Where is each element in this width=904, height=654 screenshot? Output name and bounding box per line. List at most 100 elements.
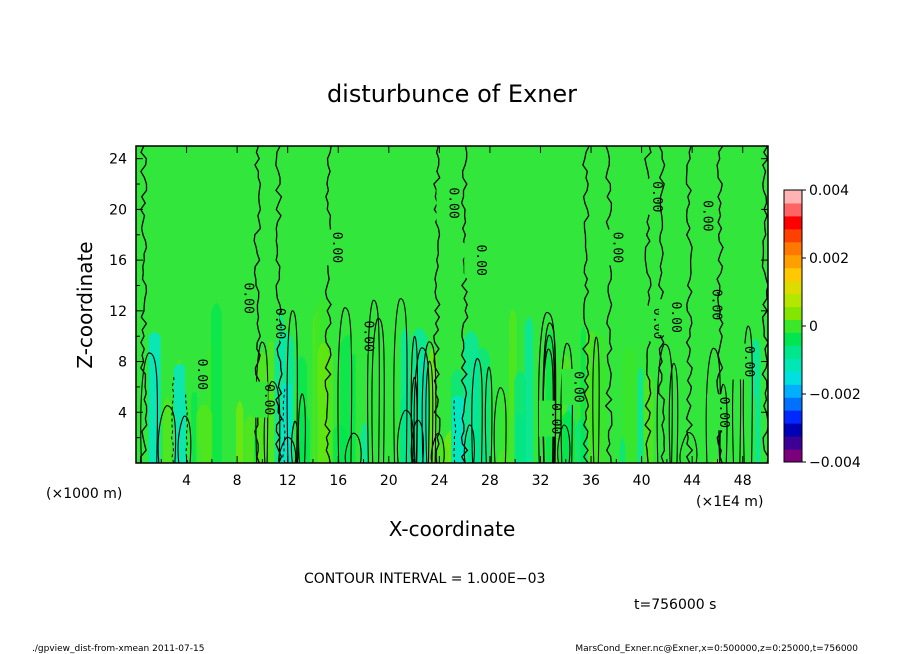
contour-loop bbox=[537, 311, 556, 463]
contour-label-bg bbox=[641, 305, 658, 342]
contour-loop bbox=[337, 307, 353, 463]
contour-loop bbox=[297, 393, 306, 463]
y-axis-ticks: 4 8 12 16 20 24 bbox=[109, 152, 768, 439]
contour-label: 0.00 bbox=[361, 321, 376, 352]
contour-label-bg bbox=[561, 368, 578, 405]
footer-right: MarsCond_Exner.nc@Exner,x=0:500000,z=0:2… bbox=[575, 644, 858, 654]
contour-label-bg bbox=[251, 381, 268, 418]
colorbar-ticks: 0.004 0.002 0 −0.002 −0.004 bbox=[802, 183, 861, 471]
contour-label-bg bbox=[436, 185, 453, 222]
contour-label: 0.00 bbox=[272, 308, 287, 339]
colorbar-swatch bbox=[784, 410, 802, 424]
field-streak bbox=[580, 326, 587, 463]
field-streak bbox=[524, 317, 534, 463]
contour-label-bg bbox=[690, 197, 707, 234]
contour-line bbox=[460, 146, 469, 463]
field-streak bbox=[589, 333, 608, 463]
field-streak bbox=[500, 391, 509, 463]
x-tick-label: 8 bbox=[233, 473, 242, 489]
contour-loop bbox=[344, 432, 362, 463]
field-streak bbox=[514, 370, 527, 463]
field-streak bbox=[236, 400, 244, 463]
contour-label-bg bbox=[263, 305, 280, 342]
contour-loop bbox=[425, 360, 434, 463]
contour-loop bbox=[557, 424, 571, 463]
colorbar-swatch bbox=[784, 436, 802, 450]
x-tick-label: 12 bbox=[279, 473, 297, 489]
contour-label-bg bbox=[639, 178, 656, 215]
contour-loop bbox=[177, 415, 192, 463]
contour-label-bg bbox=[538, 400, 555, 437]
contour-loop bbox=[396, 409, 414, 463]
contour-line bbox=[604, 146, 613, 463]
colorbar-swatch bbox=[784, 384, 802, 398]
contour-line bbox=[324, 146, 332, 463]
y-tick-label: 24 bbox=[109, 152, 127, 168]
contour-loop bbox=[410, 376, 418, 463]
contour-loop bbox=[471, 358, 483, 463]
contour-interval: CONTOUR INTERVAL = 1.000E−03 bbox=[304, 571, 545, 587]
contour-label: 0.00 bbox=[610, 232, 625, 263]
colorbar-tick-label: −0.002 bbox=[809, 387, 861, 403]
x-tick-label: 4 bbox=[182, 473, 191, 489]
colorbar-tick-label: 0 bbox=[809, 319, 818, 335]
contour-line-negative bbox=[282, 386, 286, 463]
colorbar-swatch bbox=[784, 267, 802, 282]
contour-loop bbox=[263, 380, 281, 463]
colorbar-swatch bbox=[784, 254, 802, 269]
colorbar-swatch bbox=[784, 423, 802, 437]
contour-label: 0.00 bbox=[548, 403, 563, 434]
colorbar-swatch bbox=[784, 371, 802, 385]
colorbar-swatch bbox=[784, 202, 802, 217]
field-streak bbox=[622, 347, 636, 463]
contour-loop bbox=[393, 297, 408, 463]
contour-label-bg bbox=[184, 356, 201, 393]
contour-loop bbox=[421, 341, 437, 463]
contour-label-bg bbox=[699, 286, 716, 323]
contour-label: 0.00 bbox=[649, 181, 664, 212]
contour-loop bbox=[463, 424, 475, 463]
field-streak bbox=[211, 303, 222, 463]
contour-label-bg bbox=[464, 242, 481, 279]
field-streak bbox=[162, 397, 172, 463]
y-tick-label: 8 bbox=[118, 355, 127, 371]
contour-label: 0.00 bbox=[571, 371, 586, 402]
contour-line bbox=[275, 146, 283, 463]
field-negative-region bbox=[148, 332, 161, 463]
contour-label: 0.00 bbox=[194, 359, 209, 390]
contour-loop bbox=[157, 405, 177, 463]
colorbar-swatch bbox=[784, 319, 802, 333]
colorbar-swatch bbox=[784, 358, 802, 372]
contour-label-bg bbox=[732, 343, 749, 380]
contour-line-negative bbox=[453, 399, 457, 463]
contour-loop bbox=[286, 310, 298, 463]
colorbar-swatches bbox=[784, 190, 802, 463]
colorbar-tick-label: −0.004 bbox=[809, 455, 861, 471]
colorbar-swatch bbox=[784, 280, 802, 295]
contour-label: 0.00 bbox=[708, 289, 723, 320]
colorbar: 0.004 0.002 0 −0.002 −0.004 bbox=[783, 183, 861, 471]
colorbar-swatch bbox=[784, 345, 802, 359]
contour-loop bbox=[413, 347, 430, 463]
x-axis-ticks: 4 8 12 16 20 24 28 32 36 40 44 48 bbox=[160, 146, 752, 489]
colorbar-swatch bbox=[784, 449, 802, 463]
colorbar-swatch bbox=[784, 241, 802, 256]
field-streak bbox=[360, 422, 369, 463]
time-label: t=756000 s bbox=[634, 597, 716, 613]
contour-labels: 0.00 0.00 0.00 0.00 0.00 0.00 0.00 0.00 0.00 0.00… bbox=[184, 178, 756, 437]
contour-loop bbox=[493, 387, 507, 463]
field-streak bbox=[437, 440, 448, 463]
plot-frame bbox=[135, 145, 769, 464]
contour-label-bg bbox=[231, 280, 248, 317]
contour-label: 0.00 bbox=[699, 200, 714, 231]
x-unit-label: (×1E4 m) bbox=[696, 494, 763, 510]
contour-label: 0.00 bbox=[741, 346, 756, 377]
field-streak bbox=[318, 342, 334, 463]
colorbar-swatch bbox=[784, 306, 802, 321]
contour-loop bbox=[410, 335, 419, 463]
x-tick-label: 48 bbox=[734, 473, 752, 489]
field-streak bbox=[296, 412, 310, 463]
y-tick-label: 4 bbox=[118, 405, 127, 421]
field-streak bbox=[752, 394, 756, 463]
